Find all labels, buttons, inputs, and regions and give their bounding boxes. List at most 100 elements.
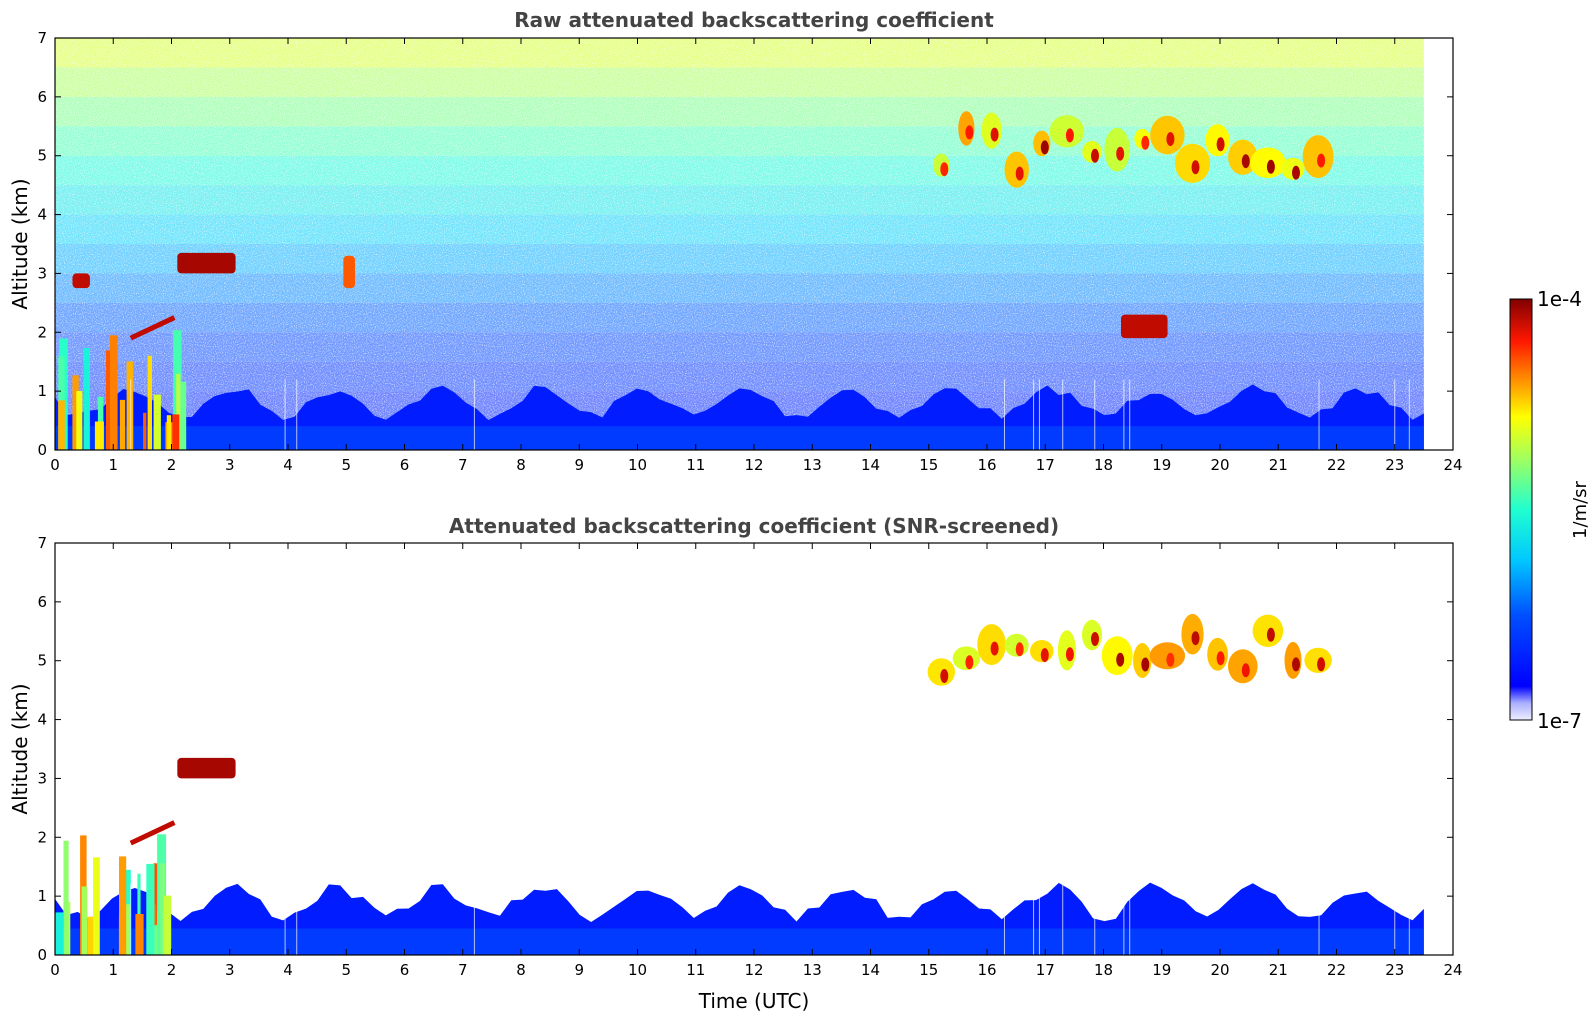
feature-plume-streak: [176, 373, 181, 450]
feature-plume-streak: [166, 415, 171, 450]
feature-plume-streak: [172, 414, 180, 450]
y-tick-label: 6: [37, 88, 47, 106]
feature-mid-cloud-core: [1040, 648, 1049, 663]
feature-sloped-cloud: [129, 315, 176, 341]
feature-mid-cloud-core: [1166, 132, 1175, 147]
x-tick-label: 0: [50, 456, 60, 474]
feature-plume-streak: [126, 361, 134, 450]
feature-plume-streak: [110, 335, 118, 450]
feature-mid-cloud-core: [1015, 166, 1024, 181]
feature-mid-cloud-core: [1292, 165, 1300, 180]
y-tick-label: 1: [37, 887, 47, 905]
feature-boundary-layer-core: [55, 426, 1424, 450]
feature-mid-cloud-core: [990, 127, 999, 142]
x-tick-label: 1: [108, 961, 118, 979]
x-tick-label: 5: [341, 456, 351, 474]
feature-plume-streak: [153, 394, 161, 450]
x-tick-label: 21: [1269, 456, 1288, 474]
feature-plume-streak: [163, 895, 172, 955]
feature-plume-streak: [63, 840, 69, 955]
x-tick-label: 10: [628, 961, 647, 979]
feature-plume-streak: [83, 348, 90, 450]
x-tick-label: 17: [1036, 456, 1055, 474]
x-tick-label: 5: [341, 961, 351, 979]
x-tick-label: 18: [1094, 456, 1113, 474]
top-panel: Raw attenuated backscattering coefficien…: [8, 8, 1463, 474]
bottom-backscatter-features: [55, 613, 1424, 955]
x-tick-label: 17: [1036, 961, 1055, 979]
x-tick-label: 24: [1443, 961, 1462, 979]
feature-mid-cloud-core: [1015, 642, 1024, 657]
top-y-axis: 0 1 2 3 4 5 6 7: [37, 29, 1453, 459]
x-tick-label: 8: [516, 961, 526, 979]
top-y-axis-label: Altitude (km): [8, 178, 32, 309]
x-tick-label: 18: [1094, 961, 1113, 979]
feature-sloped-cloud: [129, 820, 176, 846]
x-tick-label: 20: [1210, 456, 1229, 474]
x-tick-label: 9: [574, 456, 584, 474]
feature-mid-cloud-core: [1091, 632, 1099, 646]
x-tick-label: 10: [628, 456, 647, 474]
x-tick-label: 19: [1152, 961, 1171, 979]
feature-plume-streak: [124, 904, 131, 955]
feature-cloud: [72, 273, 90, 289]
feature-boundary-layer-core: [55, 928, 1424, 955]
feature-mid-cloud-core: [1241, 663, 1250, 678]
x-tick-label: 13: [803, 961, 822, 979]
feature-mid-cloud-core: [965, 125, 974, 140]
feature-mid-cloud-core: [1116, 652, 1125, 667]
top-x-axis: 0 1 2 3 4 5 6 7 8 9 10 11 12 13 14 15 16 17 18 19 20 21 22 23 24: [50, 38, 1463, 474]
y-tick-label: 5: [37, 652, 47, 670]
feature-plume-streak: [159, 863, 165, 955]
feature-plume-streak: [179, 381, 187, 450]
x-tick-label: 11: [686, 456, 705, 474]
bottom-panel-title: Attenuated backscattering coefficient (S…: [449, 514, 1059, 538]
y-tick-label: 5: [37, 147, 47, 165]
bottom-y-axis: 0 1 2 3 4 5 6 7: [37, 534, 1453, 964]
feature-mid-cloud-core: [1266, 627, 1275, 642]
colorbar-max-label: 1e-4: [1537, 287, 1582, 311]
x-tick-label: 15: [919, 961, 938, 979]
feature-mid-cloud-core: [1317, 657, 1326, 672]
y-tick-label: 0: [37, 946, 47, 964]
x-tick-label: 22: [1327, 961, 1346, 979]
y-tick-label: 7: [37, 534, 47, 552]
top-panel-title: Raw attenuated backscattering coefficien…: [514, 8, 994, 32]
x-tick-label: 9: [574, 961, 584, 979]
x-axis-label: Time (UTC): [698, 989, 810, 1013]
feature-plume-streak: [76, 391, 83, 450]
feature-plume-streak: [87, 916, 96, 955]
y-tick-label: 2: [37, 828, 47, 846]
feature-plume-streak: [72, 375, 79, 450]
x-tick-label: 14: [861, 961, 880, 979]
feature-plume-streak: [58, 400, 65, 450]
top-plot-area: [55, 38, 1424, 450]
x-tick-label: 8: [516, 456, 526, 474]
colorbar: 1e-4 1e-7 1/m/sr: [1509, 287, 1591, 733]
feature-mid-cloud-core: [965, 655, 974, 670]
y-tick-label: 3: [37, 769, 47, 787]
bottom-plot-area: [55, 613, 1424, 955]
x-tick-label: 11: [686, 961, 705, 979]
feature-mid-cloud-core: [1116, 146, 1125, 161]
x-tick-label: 19: [1152, 456, 1171, 474]
feature-plume-streak: [81, 886, 88, 955]
y-tick-label: 4: [37, 206, 47, 224]
x-tick-label: 16: [977, 961, 996, 979]
x-tick-label: 2: [167, 961, 177, 979]
x-tick-label: 24: [1443, 456, 1462, 474]
x-tick-label: 2: [167, 456, 177, 474]
feature-mid-cloud-core: [1216, 137, 1225, 152]
y-tick-label: 0: [37, 441, 47, 459]
feature-mid-cloud-core: [1040, 140, 1049, 155]
feature-mid-cloud-core: [990, 641, 999, 656]
feature-plume-streak: [146, 863, 155, 955]
feature-plume-streak: [106, 350, 112, 450]
feature-mid-cloud-core: [1091, 148, 1099, 163]
feature-plume-streak: [143, 412, 147, 450]
x-tick-label: 3: [225, 456, 235, 474]
feature-cloud: [177, 252, 236, 274]
feature-mid-cloud-core: [1317, 153, 1326, 168]
bottom-y-axis-label: Altitude (km): [8, 683, 32, 814]
feature-mid-cloud-core: [1241, 154, 1250, 169]
